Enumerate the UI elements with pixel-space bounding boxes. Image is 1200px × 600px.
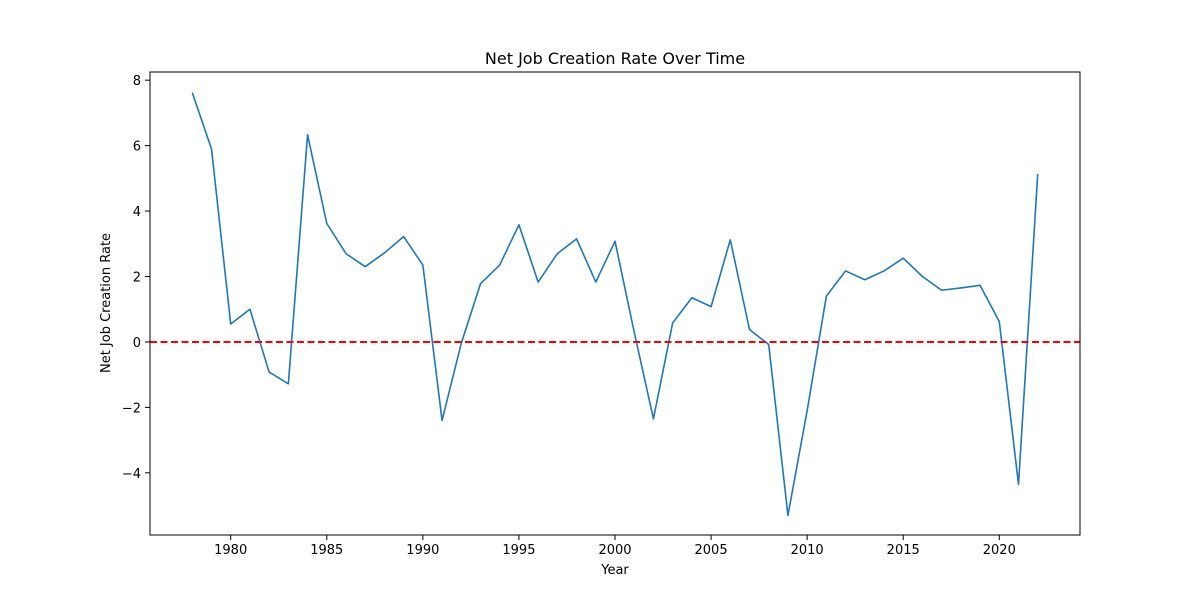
y-tick-label: 8 (133, 74, 141, 89)
x-tick-label: 1985 (310, 543, 343, 558)
x-tick-label: 1990 (406, 543, 439, 558)
x-tick-label: 2000 (598, 543, 631, 558)
x-axis: 1980 1985 1990 1995 2000 2005 2010 2015 2020 (214, 535, 1016, 558)
x-tick-label: 2020 (983, 543, 1016, 558)
x-tick-label: 2005 (695, 543, 728, 558)
y-axis-label: Net Job Creation Rate (99, 233, 114, 373)
x-tick-label: 2015 (887, 543, 920, 558)
y-tick-label: 6 (133, 140, 141, 155)
y-tick-label: 2 (133, 271, 141, 286)
y-tick-label: 0 (133, 336, 141, 351)
x-tick-label: 1995 (502, 543, 535, 558)
y-axis: −4 −2 0 2 4 6 8 (122, 74, 150, 482)
plot-frame (149, 71, 1081, 536)
y-tick-label: −4 (122, 467, 141, 482)
y-tick-label: −2 (122, 401, 141, 416)
plot-area (150, 92, 1080, 517)
x-axis-label: Year (600, 563, 629, 578)
chart-title: Net Job Creation Rate Over Time (485, 49, 745, 68)
x-tick-label: 1980 (214, 543, 247, 558)
y-tick-label: 4 (133, 205, 141, 220)
x-tick-label: 2010 (791, 543, 824, 558)
